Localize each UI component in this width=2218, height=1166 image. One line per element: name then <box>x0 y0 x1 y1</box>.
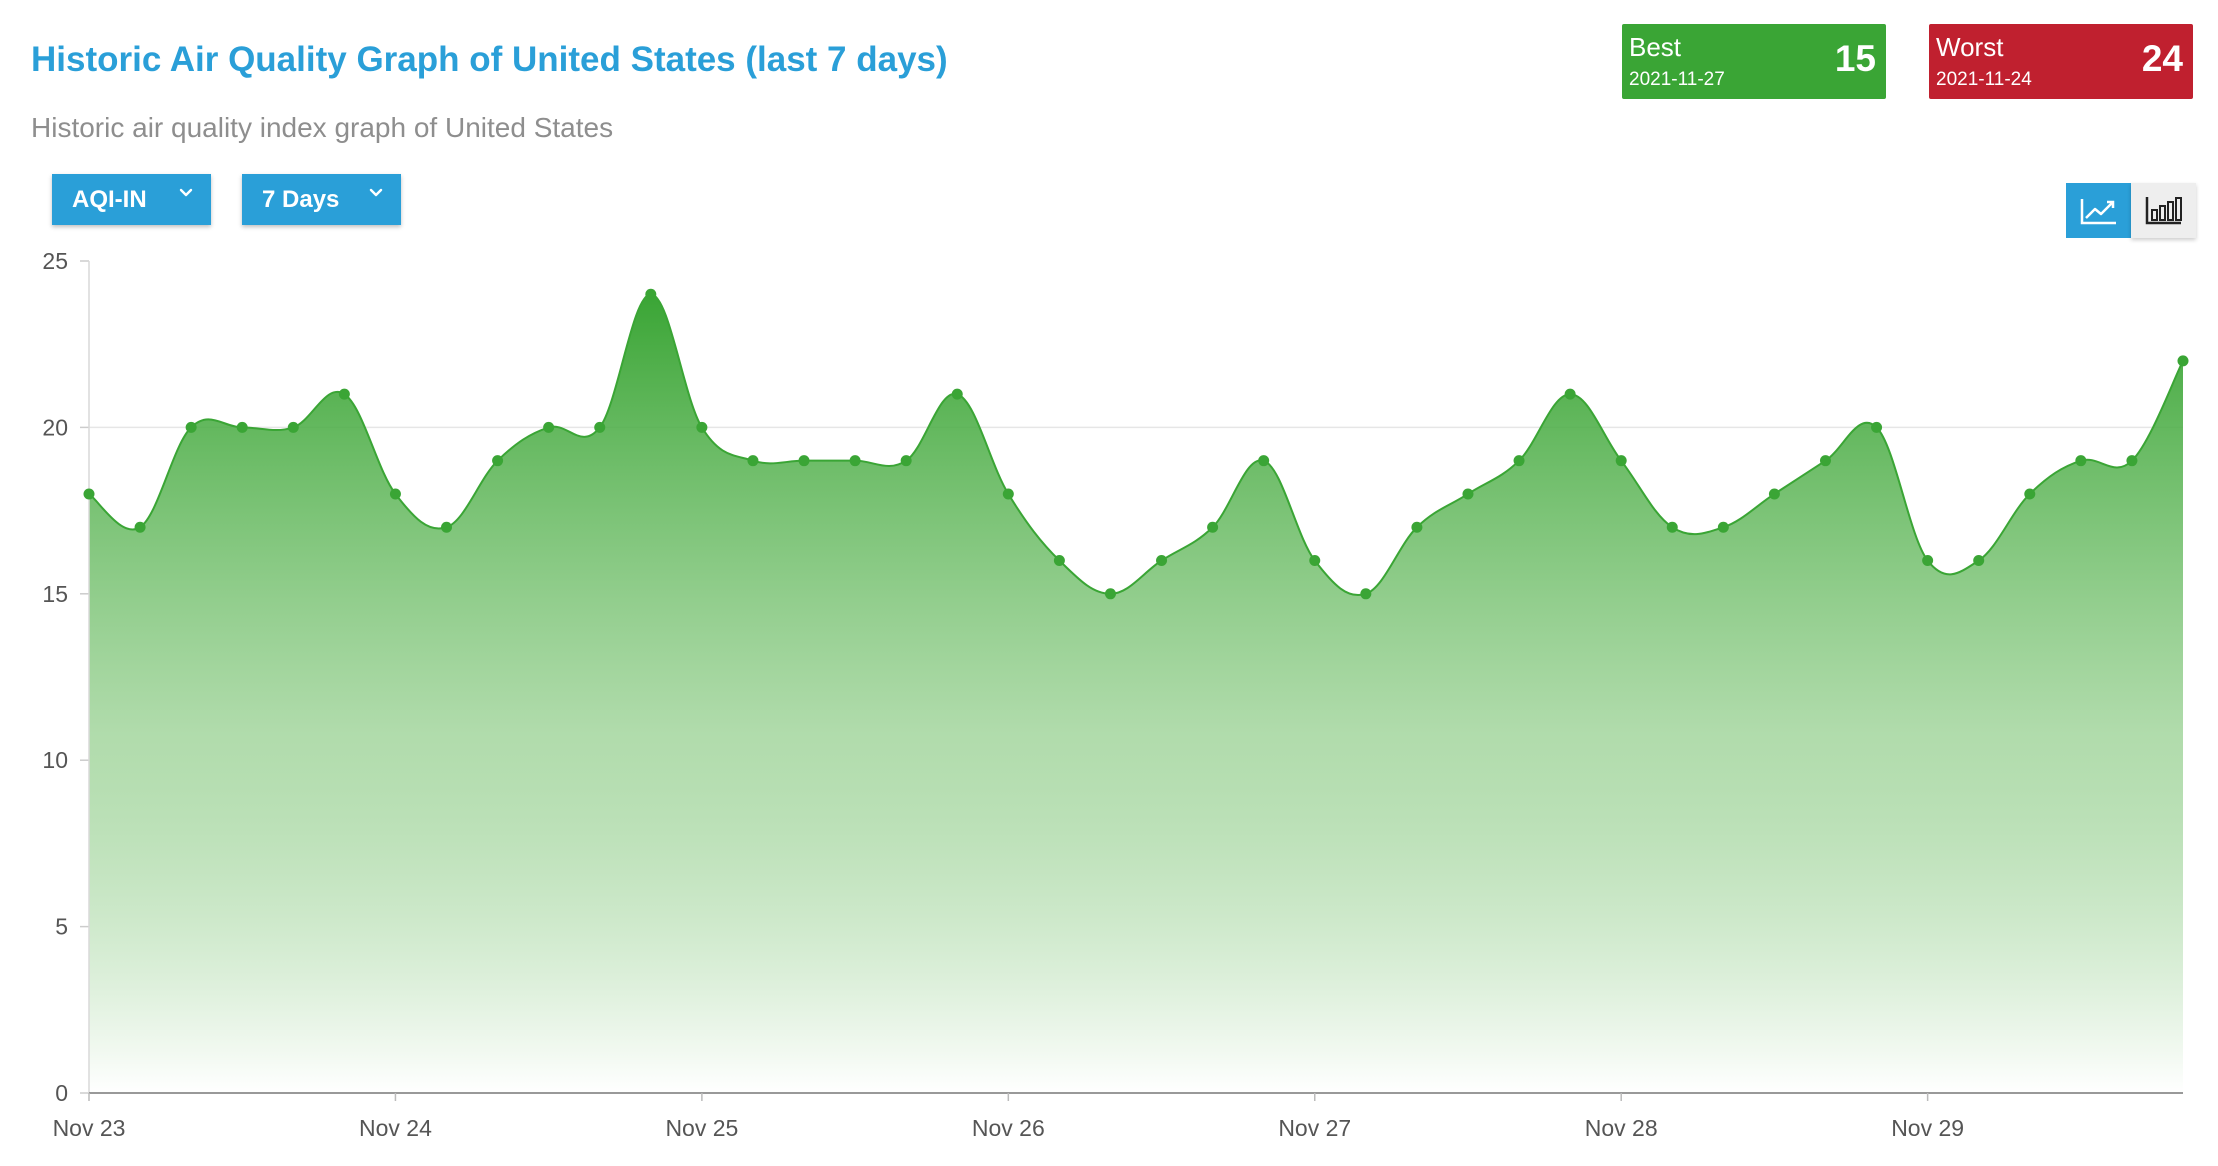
data-point <box>1666 521 1678 533</box>
worst-date: 2021-11-24 <box>1936 69 2032 90</box>
worst-label: Worst <box>1936 32 2004 62</box>
data-point <box>83 488 95 500</box>
x-tick-label: Nov 26 <box>972 1115 1045 1141</box>
x-tick-label: Nov 25 <box>665 1115 738 1141</box>
best-value: 15 <box>1834 38 1876 79</box>
y-tick-label: 5 <box>55 914 68 940</box>
x-tick-label: Nov 23 <box>53 1115 126 1141</box>
data-point <box>1462 488 1474 500</box>
data-point <box>2075 455 2087 467</box>
chevron-down-icon <box>369 188 383 197</box>
data-point <box>900 455 912 467</box>
line-chart-toggle[interactable] <box>2066 183 2131 238</box>
data-point <box>2126 455 2138 467</box>
data-point <box>134 521 146 533</box>
data-point <box>1156 555 1168 567</box>
data-point <box>1768 488 1780 500</box>
data-point <box>1615 455 1627 467</box>
data-point <box>1258 455 1270 467</box>
data-point <box>389 488 401 500</box>
data-point <box>338 388 350 400</box>
data-point <box>492 455 504 467</box>
best-label: Best <box>1629 32 1682 62</box>
metric-dropdown[interactable]: AQI-IN <box>52 174 211 225</box>
data-point <box>1717 521 1729 533</box>
data-point <box>1564 388 1576 400</box>
data-point <box>1819 455 1831 467</box>
y-tick-label: 20 <box>42 414 68 440</box>
data-point <box>441 521 453 533</box>
x-tick-label: Nov 24 <box>359 1115 432 1141</box>
data-point <box>798 455 810 467</box>
data-point <box>1411 521 1423 533</box>
page-subtitle: Historic air quality index graph of Unit… <box>31 112 614 143</box>
data-point <box>1871 421 1883 433</box>
data-point <box>747 455 759 467</box>
x-tick-label: Nov 27 <box>1278 1115 1351 1141</box>
data-point <box>696 421 708 433</box>
line-chart-icon <box>2080 199 2116 225</box>
x-tick-label: Nov 29 <box>1891 1115 1964 1141</box>
data-point <box>1973 555 1985 567</box>
best-date: 2021-11-27 <box>1629 69 1725 90</box>
data-point <box>1513 455 1525 467</box>
data-point <box>1002 488 1014 500</box>
y-tick-label: 0 <box>55 1080 68 1106</box>
x-tick-label: Nov 28 <box>1585 1115 1658 1141</box>
series-area <box>89 294 2183 1093</box>
data-point <box>645 288 657 300</box>
y-tick-label: 25 <box>42 248 68 274</box>
data-point <box>2177 355 2189 367</box>
data-point <box>2024 488 2036 500</box>
chevron-down-icon <box>179 188 193 197</box>
bar-chart-icon <box>2145 197 2182 225</box>
range-dropdown-label: 7 Days <box>262 186 340 213</box>
y-tick-label: 10 <box>42 747 68 773</box>
data-point <box>849 455 861 467</box>
data-point <box>1104 588 1116 600</box>
data-point <box>543 421 555 433</box>
data-point <box>594 421 606 433</box>
data-point <box>185 421 197 433</box>
bar-chart-toggle[interactable] <box>2131 183 2196 238</box>
data-point <box>1922 555 1934 567</box>
metric-dropdown-label: AQI-IN <box>72 186 147 213</box>
data-point <box>1309 555 1321 567</box>
data-point <box>1053 555 1065 567</box>
data-point <box>287 421 299 433</box>
worst-badge: Worst 2021-11-24 24 <box>1929 24 2193 99</box>
data-point <box>236 421 248 433</box>
worst-value: 24 <box>2141 38 2183 79</box>
data-point <box>1360 588 1372 600</box>
data-point <box>1207 521 1219 533</box>
y-tick-label: 15 <box>42 581 68 607</box>
data-point <box>951 388 963 400</box>
best-badge: Best 2021-11-27 15 <box>1622 24 1886 99</box>
page-title: Historic Air Quality Graph of United Sta… <box>31 40 948 79</box>
range-dropdown[interactable]: 7 Days <box>242 174 401 225</box>
